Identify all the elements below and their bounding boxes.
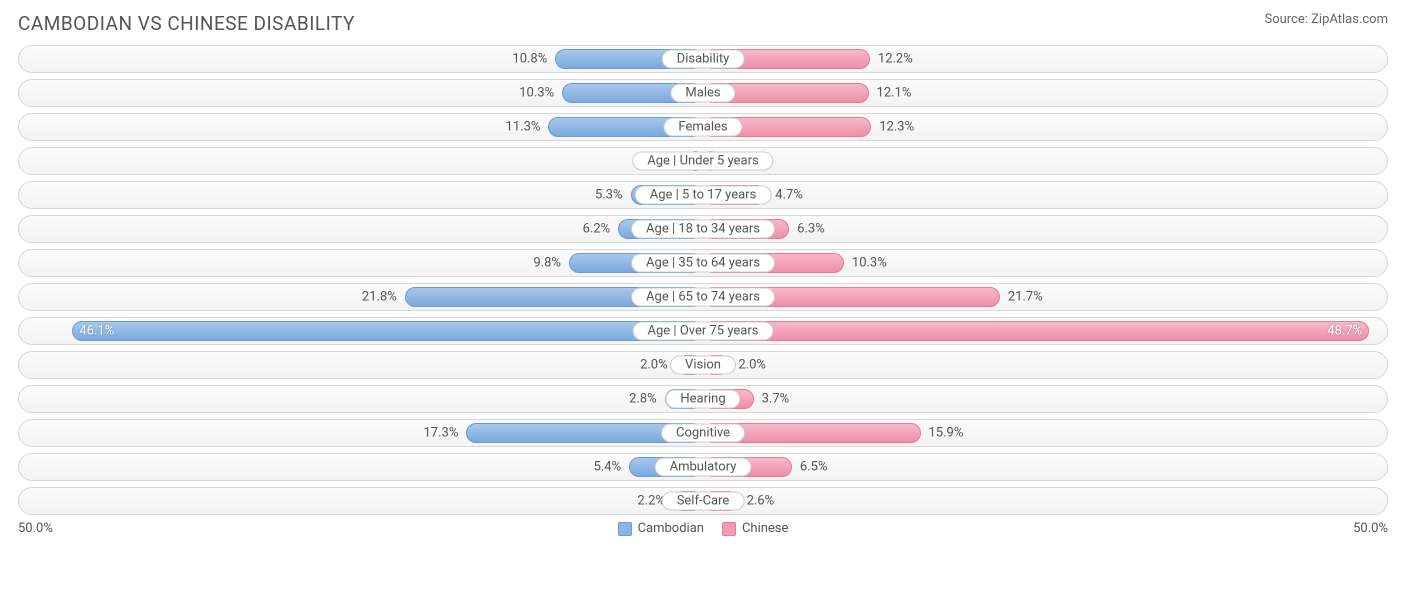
value-right: 3.7% xyxy=(762,392,790,407)
value-left: 10.8% xyxy=(512,52,547,67)
legend-label-left: Cambodian xyxy=(638,521,704,536)
category-label: Males xyxy=(670,84,735,103)
category-label: Disability xyxy=(662,50,745,69)
value-right: 21.7% xyxy=(1008,290,1043,305)
value-left: 11.3% xyxy=(506,120,541,135)
value-left: 6.2% xyxy=(583,222,611,237)
category-label: Vision xyxy=(670,356,736,375)
legend: Cambodian Chinese xyxy=(618,521,789,536)
value-left: 9.8% xyxy=(533,256,561,271)
value-left: 17.3% xyxy=(423,426,458,441)
bar-left: 46.1% xyxy=(72,321,703,341)
chart-row: 9.8% 10.3% Age | 35 to 64 years xyxy=(18,249,1388,277)
chart-row: 21.8% 21.7% Age | 65 to 74 years xyxy=(18,283,1388,311)
value-left: 46.1% xyxy=(79,324,114,339)
chart-row: 2.8% 3.7% Hearing xyxy=(18,385,1388,413)
legend-label-right: Chinese xyxy=(742,521,788,536)
category-label: Age | 18 to 34 years xyxy=(631,220,775,239)
category-label: Ambulatory xyxy=(655,458,752,477)
value-right: 4.7% xyxy=(775,188,803,203)
category-label: Age | 35 to 64 years xyxy=(631,254,775,273)
chart-row: 5.3% 4.7%Age | 5 to 17 years xyxy=(18,181,1388,209)
value-right: 2.6% xyxy=(747,494,775,509)
value-left: 5.4% xyxy=(594,460,622,475)
chart-title: CAMBODIAN VS CHINESE DISABILITY xyxy=(18,12,355,35)
chart-row: 10.3% 12.1% Males xyxy=(18,79,1388,107)
value-right: 2.0% xyxy=(738,358,766,373)
category-label: Females xyxy=(663,118,742,137)
axis-max-right: 50.0% xyxy=(1353,521,1388,536)
bar-right: 48.7% xyxy=(703,321,1369,341)
value-left: 2.0% xyxy=(640,358,668,373)
value-left: 2.8% xyxy=(629,392,657,407)
diverging-bar-chart: 10.8% 12.2% Disability 10.3% 12.1% Males 11.3%… xyxy=(18,45,1388,515)
chart-row: 17.3% 15.9% Cognitive xyxy=(18,419,1388,447)
chart-row: 6.2% 6.3% Age | 18 to 34 years xyxy=(18,215,1388,243)
category-label: Age | Under 5 years xyxy=(632,152,773,171)
chart-row: 1.2%1.1%Age | Under 5 years xyxy=(18,147,1388,175)
category-label: Age | Over 75 years xyxy=(633,322,774,341)
value-right: 6.3% xyxy=(797,222,825,237)
category-label: Hearing xyxy=(665,390,740,409)
category-label: Age | 5 to 17 years xyxy=(635,186,772,205)
value-right: 48.7% xyxy=(1327,324,1362,339)
swatch-icon xyxy=(618,522,632,536)
value-right: 15.9% xyxy=(929,426,964,441)
axis-max-left: 50.0% xyxy=(18,521,53,536)
source-attribution: Source: ZipAtlas.com xyxy=(1264,12,1388,27)
value-left: 10.3% xyxy=(519,86,554,101)
chart-row: 5.4% 6.5% Ambulatory xyxy=(18,453,1388,481)
chart-row: 11.3% 12.3% Females xyxy=(18,113,1388,141)
value-right: 10.3% xyxy=(852,256,887,271)
category-label: Cognitive xyxy=(661,424,745,443)
legend-item-right: Chinese xyxy=(722,521,788,536)
value-left: 21.8% xyxy=(362,290,397,305)
category-label: Age | 65 to 74 years xyxy=(631,288,775,307)
chart-row: 46.1% 48.7% Age | Over 75 years xyxy=(18,317,1388,345)
chart-row: 2.0% 2.0%Vision xyxy=(18,351,1388,379)
swatch-icon xyxy=(722,522,736,536)
value-right: 12.1% xyxy=(877,86,912,101)
value-right: 12.3% xyxy=(879,120,914,135)
chart-row: 10.8% 12.2% Disability xyxy=(18,45,1388,73)
category-label: Self-Care xyxy=(662,492,745,511)
value-right: 12.2% xyxy=(878,52,913,67)
chart-row: 2.2%2.6%Self-Care xyxy=(18,487,1388,515)
value-left: 5.3% xyxy=(595,188,623,203)
value-right: 6.5% xyxy=(800,460,828,475)
legend-item-left: Cambodian xyxy=(618,521,704,536)
